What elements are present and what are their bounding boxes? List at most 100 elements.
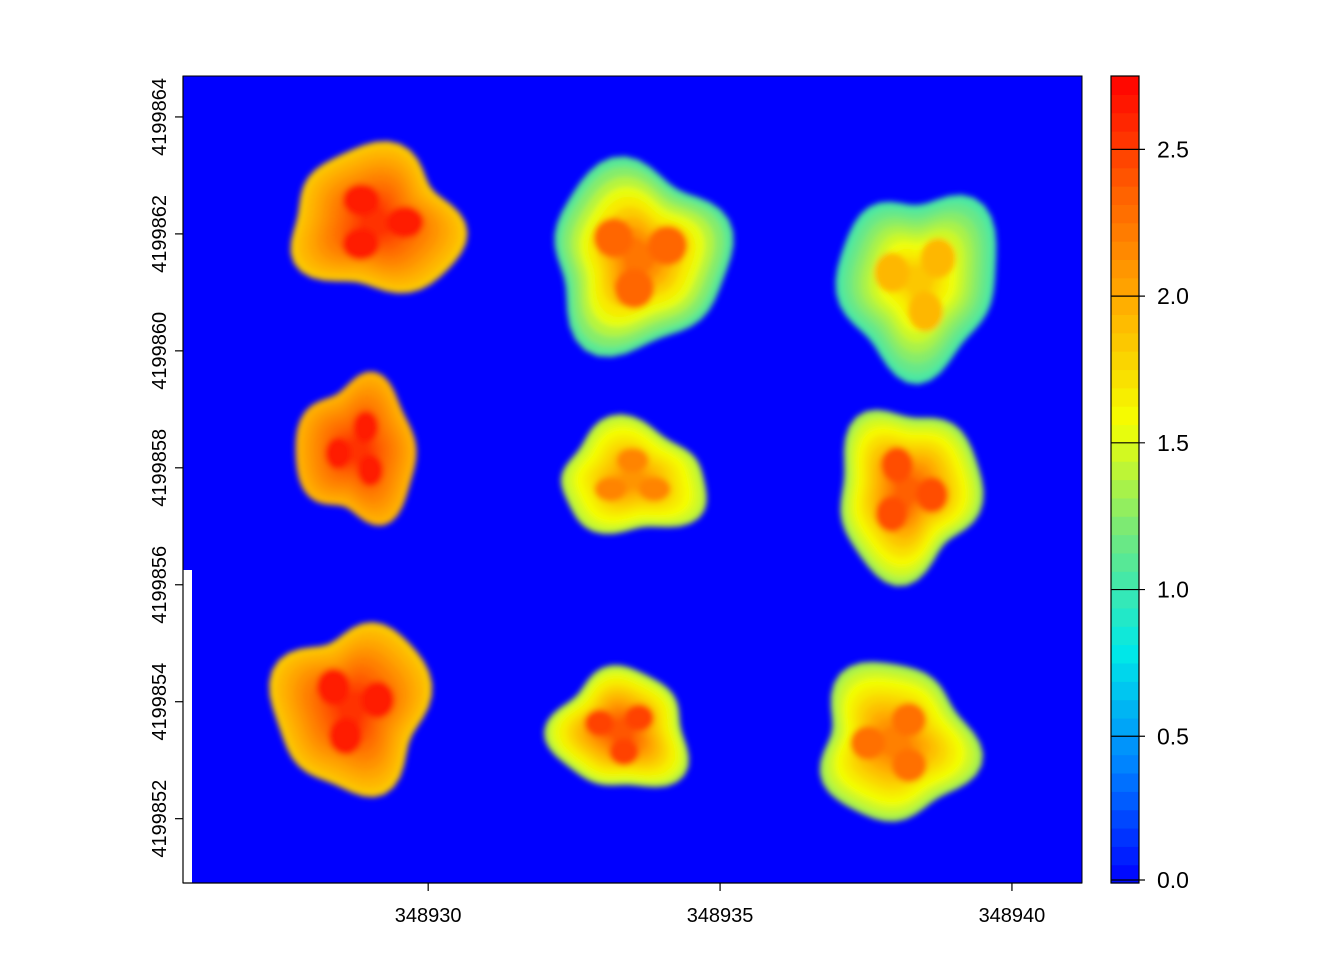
colorbar-band	[1111, 94, 1139, 114]
colorbar: 0.0 0.5 1.0 1.5 2.0 2.5	[1110, 75, 1189, 893]
colorbar-band	[1111, 186, 1139, 205]
y-tick-label: 4199862	[149, 195, 171, 273]
colorbar-band	[1111, 241, 1139, 261]
raster-blobs	[269, 141, 997, 822]
colorbar-band	[1111, 222, 1139, 242]
colorbar-band	[1111, 754, 1139, 774]
blob-hotspot	[916, 477, 949, 514]
raster-blob-r3c1	[269, 622, 433, 798]
y-tick-label: 4199860	[149, 312, 171, 390]
colorbar-band	[1111, 589, 1139, 609]
colorbar-band	[1111, 571, 1139, 591]
blob-hotspot	[638, 476, 671, 502]
colorbar-band	[1111, 497, 1139, 517]
raster-nodata-strip	[183, 570, 192, 883]
plot-area	[182, 75, 1083, 884]
y-tick-label: 4199854	[149, 663, 171, 741]
blob-hotspot	[880, 446, 914, 483]
colorbar-band	[1111, 699, 1139, 719]
colorbar-band	[1111, 406, 1139, 426]
blob-hotspot	[325, 437, 351, 470]
colorbar-band	[1111, 442, 1139, 462]
blob-hotspot	[342, 183, 380, 216]
colorbar-band	[1111, 644, 1139, 664]
colorbar-band	[1111, 424, 1139, 444]
colorbar-band	[1111, 461, 1139, 481]
blob-hotspot	[584, 709, 614, 737]
colorbar-band	[1111, 204, 1139, 224]
colorbar-band	[1111, 607, 1139, 627]
raster-blob-r2c2	[560, 414, 707, 534]
colorbar-band	[1111, 167, 1139, 187]
raster-blob-r3c2	[544, 665, 689, 788]
colorbar-band	[1111, 516, 1139, 536]
blob-hotspot	[609, 738, 639, 766]
blob-hotspot	[342, 228, 380, 261]
colorbar-tick-label: 0.0	[1157, 867, 1189, 893]
colorbar-band	[1111, 76, 1139, 95]
blob-hotspot	[594, 477, 627, 502]
blob-hotspot	[874, 252, 910, 293]
x-tick-label: 348935	[687, 905, 754, 927]
colorbar-band	[1111, 626, 1139, 646]
colorbar-band	[1111, 332, 1139, 352]
blob-hotspot	[616, 447, 649, 473]
colorbar-band	[1111, 387, 1139, 407]
raster-blob-r3c3	[819, 661, 983, 822]
blob-hotspot	[647, 225, 688, 266]
blob-hotspot	[357, 454, 384, 487]
colorbar-band	[1111, 277, 1139, 297]
colorbar-band	[1111, 369, 1139, 389]
blob-hotspot	[316, 668, 351, 706]
colorbar-band	[1111, 296, 1139, 316]
raster-blob-r2c1	[295, 371, 417, 526]
colorbar-band	[1111, 552, 1139, 572]
colorbar-band	[1111, 772, 1139, 792]
blob-hotspot	[891, 702, 927, 737]
y-tick-label: 4199858	[149, 429, 171, 507]
raster-blob-r1c2	[554, 156, 734, 357]
colorbar-frame	[1110, 75, 1140, 884]
y-tick-label: 4199852	[149, 780, 171, 858]
colorbar-band	[1111, 259, 1139, 279]
blob-hotspot	[908, 291, 943, 332]
colorbar-band	[1111, 717, 1139, 737]
colorbar-band	[1111, 809, 1139, 829]
y-tick-label: 4199856	[149, 546, 171, 624]
x-tick-label: 348930	[395, 905, 462, 927]
blob-hotspot	[920, 238, 956, 279]
colorbar-tick-label: 1.0	[1157, 577, 1189, 603]
colorbar-band	[1111, 736, 1139, 756]
colorbar-band	[1111, 351, 1139, 371]
colorbar-band	[1111, 846, 1139, 866]
blob-hotspot	[891, 748, 927, 783]
colorbar-band	[1111, 149, 1139, 169]
x-tick-label: 348940	[979, 905, 1046, 927]
blob-hotspot	[875, 496, 908, 533]
blob-hotspot	[328, 717, 363, 755]
colorbar-band	[1111, 314, 1139, 334]
colorbar-tick-label: 1.5	[1157, 430, 1189, 456]
colorbar-band	[1111, 681, 1139, 701]
colorbar-tick-label: 0.5	[1157, 723, 1189, 749]
colorbar-band	[1111, 131, 1139, 150]
colorbar-tick-label: 2.5	[1157, 136, 1189, 162]
x-axis: 348930 348935 348940	[183, 882, 1082, 927]
colorbar-band	[1111, 479, 1139, 499]
colorbar-band	[1111, 864, 1139, 884]
colorbar-band	[1111, 791, 1139, 811]
colorbar-band	[1111, 112, 1139, 132]
colorbar-band	[1111, 827, 1139, 847]
blob-hotspot	[593, 217, 634, 258]
colorbar-band	[1111, 534, 1139, 554]
blob-hotspot	[353, 410, 379, 443]
blob-hotspot	[614, 268, 655, 309]
raster-blob-r1c1	[290, 141, 468, 294]
raster-blob-r2c3	[840, 409, 984, 587]
raster-blob-r1c3	[835, 194, 997, 385]
blob-hotspot	[361, 681, 395, 719]
colorbar-band	[1111, 662, 1139, 682]
y-tick-label: 4199864	[149, 78, 171, 156]
y-axis: 4199852 4199854 4199856 4199858 4199860 41998…	[149, 76, 184, 883]
